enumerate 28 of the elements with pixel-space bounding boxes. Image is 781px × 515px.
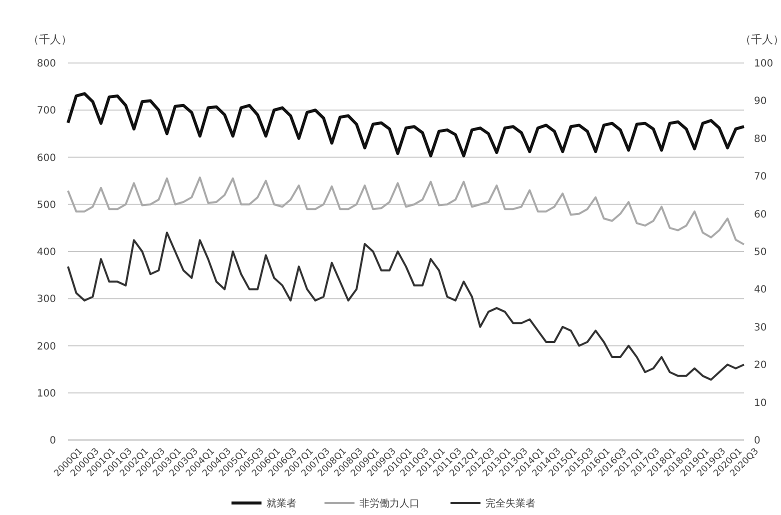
y-tick-label: 100 [36,388,56,400]
y2-tick-label: 10 [754,398,767,409]
legend-label: 完全失業者 [486,498,536,510]
y2-tick-label: 40 [754,284,767,296]
y2-tick-label: 70 [754,172,767,183]
y2-tick-label: 90 [754,96,767,108]
y2-axis-title: （千人） [740,33,781,46]
y-axis-title: （千人） [28,33,72,46]
y2-tick-label: 50 [754,247,767,258]
y-tick-label: 400 [36,247,56,258]
y2-tick-label: 20 [754,360,767,372]
y-tick-label: 0 [50,436,56,446]
y2-tick-label: 30 [754,322,767,334]
legend-label: 非労働力人口 [360,498,420,510]
y-tick-label: 600 [36,152,56,164]
y2-tick-label: 100 [754,58,774,70]
y2-tick-label: 60 [754,209,767,220]
y2-tick-label: 80 [754,134,767,145]
y-tick-label: 800 [36,58,56,70]
y-tick-label: 300 [36,294,56,306]
line-series [67,176,745,246]
y2-tick-label: 0 [754,436,760,446]
y-tick-label: 700 [36,106,56,117]
y-tick-label: 500 [36,200,56,211]
line-series [67,232,745,381]
legend-label: 就業者 [266,498,296,510]
line-series [66,92,746,158]
y-tick-label: 200 [36,341,56,352]
